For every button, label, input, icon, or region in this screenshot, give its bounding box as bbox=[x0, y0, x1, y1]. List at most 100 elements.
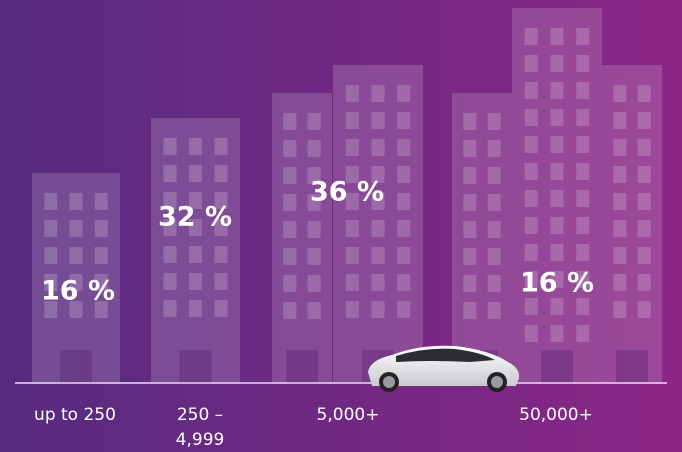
window bbox=[189, 138, 202, 155]
window bbox=[463, 194, 476, 211]
window bbox=[638, 247, 651, 264]
window bbox=[488, 113, 501, 130]
infographic: 16 %up to 25032 %250 –4,99936 %5,000+16 … bbox=[0, 0, 682, 452]
window bbox=[346, 274, 359, 291]
window bbox=[346, 112, 359, 129]
window bbox=[397, 220, 410, 237]
window bbox=[215, 138, 228, 155]
window bbox=[308, 113, 321, 130]
window bbox=[551, 28, 564, 45]
window bbox=[613, 220, 626, 237]
window bbox=[638, 85, 651, 102]
window bbox=[372, 139, 385, 156]
window bbox=[283, 194, 296, 211]
window bbox=[397, 166, 410, 183]
window bbox=[372, 247, 385, 264]
window bbox=[215, 300, 228, 317]
category-label: up to 250 bbox=[34, 405, 116, 425]
door bbox=[541, 350, 573, 383]
window bbox=[463, 113, 476, 130]
window bbox=[70, 247, 83, 264]
door bbox=[286, 350, 318, 383]
window bbox=[397, 274, 410, 291]
building bbox=[272, 93, 332, 383]
window bbox=[164, 138, 177, 155]
window bbox=[397, 85, 410, 102]
window bbox=[525, 109, 538, 126]
window bbox=[215, 273, 228, 290]
window bbox=[44, 220, 57, 237]
window bbox=[525, 82, 538, 99]
window bbox=[525, 217, 538, 234]
window bbox=[525, 190, 538, 207]
category-label: 50,000+ bbox=[519, 405, 593, 425]
share-label: 36 % bbox=[310, 177, 384, 208]
window bbox=[525, 298, 538, 315]
window bbox=[164, 165, 177, 182]
window bbox=[551, 190, 564, 207]
window bbox=[346, 85, 359, 102]
window bbox=[308, 302, 321, 319]
window bbox=[551, 136, 564, 153]
window bbox=[613, 85, 626, 102]
window bbox=[463, 221, 476, 238]
category-label: 250 – bbox=[177, 405, 223, 425]
window bbox=[551, 217, 564, 234]
window bbox=[638, 112, 651, 129]
window bbox=[346, 220, 359, 237]
window bbox=[576, 298, 589, 315]
door bbox=[616, 350, 648, 383]
building bbox=[602, 65, 662, 383]
window bbox=[613, 139, 626, 156]
window bbox=[488, 221, 501, 238]
window bbox=[551, 109, 564, 126]
window bbox=[283, 248, 296, 265]
window bbox=[372, 301, 385, 318]
window bbox=[638, 193, 651, 210]
window bbox=[372, 274, 385, 291]
window bbox=[613, 274, 626, 291]
window bbox=[95, 220, 108, 237]
window bbox=[551, 163, 564, 180]
window bbox=[551, 82, 564, 99]
window bbox=[189, 273, 202, 290]
door bbox=[180, 350, 212, 383]
window bbox=[164, 300, 177, 317]
window bbox=[488, 275, 501, 292]
window bbox=[525, 244, 538, 261]
window bbox=[576, 217, 589, 234]
window bbox=[372, 112, 385, 129]
window bbox=[164, 273, 177, 290]
window bbox=[613, 247, 626, 264]
window bbox=[638, 301, 651, 318]
window bbox=[525, 55, 538, 72]
window bbox=[551, 244, 564, 261]
window bbox=[463, 248, 476, 265]
window bbox=[463, 167, 476, 184]
window bbox=[164, 246, 177, 263]
window bbox=[397, 112, 410, 129]
window bbox=[372, 85, 385, 102]
window bbox=[638, 220, 651, 237]
window bbox=[189, 165, 202, 182]
window bbox=[463, 140, 476, 157]
window bbox=[576, 109, 589, 126]
window bbox=[44, 193, 57, 210]
window bbox=[638, 139, 651, 156]
window bbox=[308, 275, 321, 292]
window bbox=[215, 165, 228, 182]
share-label: 16 % bbox=[41, 276, 115, 307]
window bbox=[638, 274, 651, 291]
window bbox=[215, 246, 228, 263]
window bbox=[576, 136, 589, 153]
window bbox=[576, 55, 589, 72]
window bbox=[613, 112, 626, 129]
window bbox=[397, 193, 410, 210]
window bbox=[551, 298, 564, 315]
window bbox=[525, 325, 538, 342]
window bbox=[397, 301, 410, 318]
window bbox=[488, 248, 501, 265]
window bbox=[189, 246, 202, 263]
window bbox=[95, 247, 108, 264]
window bbox=[576, 190, 589, 207]
